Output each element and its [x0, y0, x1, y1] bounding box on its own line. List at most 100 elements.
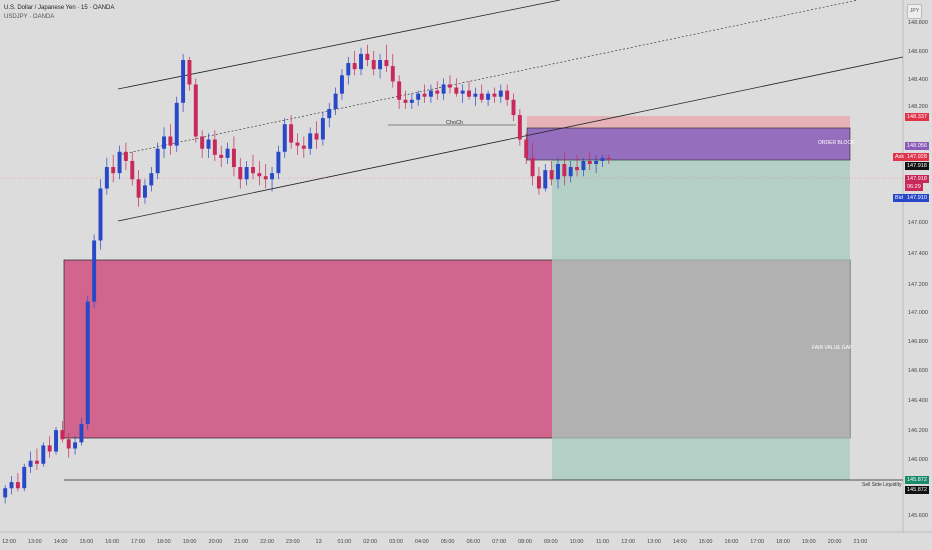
- candle-body: [174, 102, 179, 146]
- candle-body: [206, 139, 211, 149]
- time-label: 15:00: [698, 539, 713, 545]
- countdown-price-tag: 147.918: [905, 175, 929, 183]
- time-label: 01:00: [337, 539, 352, 545]
- order-block-zone[interactable]: [526, 127, 851, 161]
- time-label: 10:00: [569, 539, 584, 545]
- price-label: 147.200: [908, 282, 928, 288]
- scale-button[interactable]: JPY: [907, 4, 922, 19]
- time-label: 16:00: [105, 539, 120, 545]
- candle-body: [346, 63, 351, 76]
- time-label: 06:00: [466, 539, 481, 545]
- candle-body: [397, 81, 402, 100]
- candle-body: [454, 87, 459, 94]
- price-label: 148.600: [908, 49, 928, 55]
- price-label: 146.200: [908, 428, 928, 434]
- candle-body: [130, 160, 135, 180]
- candle-body: [34, 460, 39, 464]
- price-label: 146.000: [908, 457, 928, 463]
- channel-lower-line[interactable]: [117, 56, 904, 222]
- candle-body: [536, 176, 541, 189]
- time-label: 11:00: [595, 539, 610, 545]
- candle-body: [47, 445, 52, 452]
- candle-body: [568, 167, 573, 177]
- candle-body: [212, 139, 217, 155]
- candle-body: [390, 66, 395, 82]
- candle-body: [339, 75, 344, 94]
- candle-body: [22, 466, 27, 489]
- time-label: 18:00: [156, 539, 171, 545]
- time-label: 13: [315, 539, 322, 545]
- price-label: 147.600: [908, 220, 928, 226]
- candle-body: [479, 93, 484, 100]
- time-label: 17:00: [750, 539, 765, 545]
- price-label: 146.800: [908, 339, 928, 345]
- candle-body: [28, 460, 33, 467]
- candle-body: [581, 160, 586, 171]
- ask-price-tag: 147.928: [905, 153, 929, 161]
- candle-body: [187, 60, 192, 85]
- candle-body: [15, 482, 20, 489]
- candle-body: [441, 84, 446, 94]
- candle-body: [238, 167, 243, 180]
- candle-body: [594, 160, 599, 164]
- candle-body: [447, 84, 452, 88]
- time-label: 19:00: [801, 539, 816, 545]
- price-label: 148.400: [908, 77, 928, 83]
- candle-body: [327, 108, 332, 119]
- candle-body: [320, 118, 325, 140]
- candle-body: [41, 445, 46, 464]
- candle-body: [193, 84, 198, 137]
- candles-group: [3, 44, 611, 504]
- price-label: 146.400: [908, 398, 928, 404]
- time-label: 23:00: [285, 539, 300, 545]
- candle-body: [289, 124, 294, 143]
- candle-body: [428, 90, 433, 97]
- candle-body: [600, 157, 605, 161]
- candle-body: [168, 136, 173, 146]
- time-label: 21:00: [234, 539, 249, 545]
- time-label: 03:00: [389, 539, 403, 545]
- time-label: 02:00: [363, 539, 378, 545]
- time-label: 08:00: [518, 539, 532, 545]
- time-label: 14:00: [53, 539, 68, 545]
- time-label: 14:00: [672, 539, 687, 545]
- candle-body: [365, 53, 370, 60]
- candle-body: [467, 90, 472, 97]
- candle-body: [435, 90, 440, 94]
- candle-body: [460, 90, 465, 94]
- stop-zone[interactable]: [527, 116, 850, 128]
- candle-body: [498, 90, 503, 97]
- candle-body: [149, 173, 154, 186]
- candle-body: [257, 173, 262, 177]
- candle-body: [123, 151, 128, 161]
- candle-body: [384, 60, 389, 67]
- symbol-title: U.S. Dollar / Japanese Yen · 15 · OANDA: [4, 5, 115, 11]
- last-price-tag: 147.918: [905, 162, 929, 170]
- candle-body: [352, 63, 357, 70]
- candle-body: [73, 442, 78, 449]
- candle-body: [371, 60, 376, 70]
- time-label: 22:00: [260, 539, 274, 545]
- time-label: 09:00: [543, 539, 558, 545]
- candle-body: [251, 167, 255, 174]
- target-zone[interactable]: [552, 160, 850, 480]
- time-label: 12:00: [621, 539, 636, 545]
- candle-body: [282, 124, 287, 152]
- channel-upper-line[interactable]: [117, 0, 561, 90]
- candle-body: [505, 90, 510, 100]
- time-label: 05:00: [440, 539, 455, 545]
- time-label: 17:00: [131, 539, 145, 545]
- candle-body: [66, 439, 71, 449]
- bid-label: Bid: [893, 194, 905, 202]
- time-label: 04:00: [414, 539, 429, 545]
- candle-body: [79, 424, 84, 443]
- candle-body: [181, 60, 186, 103]
- candle-body: [295, 142, 300, 146]
- candle-body: [9, 482, 14, 489]
- ask-label: Ask: [893, 153, 907, 161]
- candle-body: [98, 188, 103, 241]
- candle-body: [276, 151, 281, 174]
- candle-body: [403, 99, 408, 103]
- candle-body: [111, 167, 116, 174]
